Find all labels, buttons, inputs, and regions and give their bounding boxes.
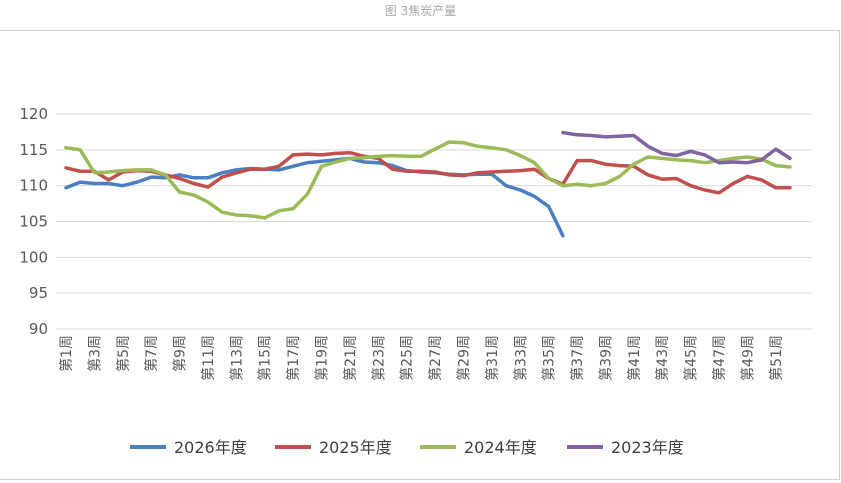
x-axis-ticks: 第1周 第3周 第5周 第7周 第9周 第11周 第13周 第15周 第17周 第19周 第21周第… xyxy=(58,335,785,381)
chart-frame: 90 95 100 105 110 115 120 第1周 第3周 第5周 第7周 第9周 第11周第… xyxy=(0,30,840,480)
x-tick-label: 第1周 xyxy=(58,335,75,372)
legend-label-2025: 2025年度 xyxy=(319,438,392,457)
x-tick-label: 第45周 xyxy=(683,335,700,381)
line-chart: 9095100105110115120 第1周 第3周 第5周 第7周 第9周 第11周第… xyxy=(19,105,812,457)
x-tick-label: 第37周 xyxy=(569,335,586,381)
x-tick-label: 第39周 xyxy=(597,335,614,381)
x-tick-label: 第5周 xyxy=(115,335,132,372)
gridlines xyxy=(56,113,812,330)
x-tick-label: 第9周 xyxy=(172,335,189,372)
y-tick-label: 115 xyxy=(19,141,48,159)
x-tick-label: 第51周 xyxy=(768,335,785,381)
y-axis-ticks: 90 95 100 105 110 115 120 xyxy=(19,105,48,338)
x-tick-label: 第33周 xyxy=(512,335,529,381)
y-tick-label: 105 xyxy=(19,213,48,231)
series-lines xyxy=(64,130,792,238)
y-tick-label: 120 xyxy=(19,105,48,123)
x-tick-label: 第3周 xyxy=(86,335,103,372)
x-tick-label: 第13周 xyxy=(228,335,245,381)
x-tick-label: 第49周 xyxy=(739,335,756,381)
series-line-2024 xyxy=(64,140,792,220)
legend-label-2026: 2026年度 xyxy=(174,438,247,457)
x-tick-label: 第35周 xyxy=(541,335,558,381)
x-tick-label: 第29周 xyxy=(455,335,472,381)
x-tick-label: 第15周 xyxy=(257,335,274,381)
legend: 2026年度 2025年度 2024年度 2023年度 xyxy=(130,438,684,457)
legend-label-2024: 2024年度 xyxy=(464,438,537,457)
x-tick-label: 第41周 xyxy=(626,335,643,381)
chart-caption: 图 3焦炭产量 xyxy=(384,4,457,18)
series-line-2023 xyxy=(561,130,792,165)
x-tick-label: 第19周 xyxy=(314,335,331,381)
x-tick-label: 第47周 xyxy=(711,335,728,381)
x-tick-label: 第11周 xyxy=(200,335,217,381)
x-tick-label: 第31周 xyxy=(484,335,501,381)
x-tick-label: 第23周 xyxy=(370,335,387,381)
x-tick-label: 第27周 xyxy=(427,335,444,381)
x-tick-label: 第17周 xyxy=(285,335,302,381)
y-tick-label: 100 xyxy=(19,248,48,266)
y-tick-label: 110 xyxy=(19,177,48,195)
x-tick-label: 第7周 xyxy=(143,335,160,372)
legend-label-2023: 2023年度 xyxy=(611,438,684,457)
x-tick-label: 第25周 xyxy=(399,335,416,381)
x-tick-label: 第43周 xyxy=(654,335,671,381)
series-line-2025 xyxy=(64,150,792,195)
y-tick-label: 95 xyxy=(29,284,48,302)
y-tick-label: 90 xyxy=(29,320,48,338)
x-tick-label: 第21周 xyxy=(342,335,359,381)
